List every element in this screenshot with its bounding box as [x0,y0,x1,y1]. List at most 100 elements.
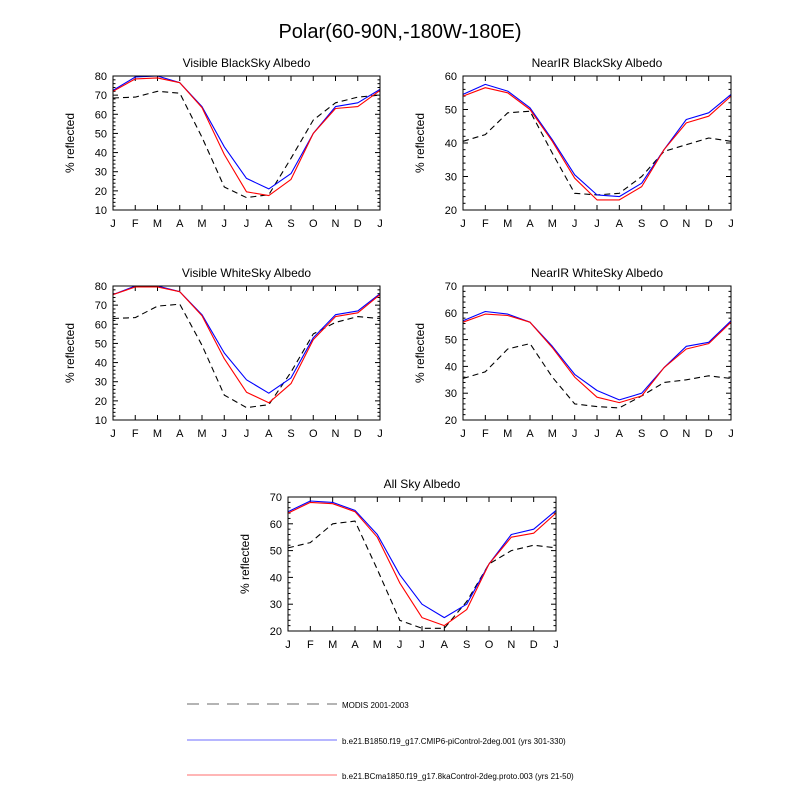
x-tick-label: O [485,639,494,651]
chart-panel-1: Visible BlackSky Albedo % reflected J F M A M J… [63,56,383,230]
y-tick-label: 50 [95,338,107,350]
series-line-modis [462,343,732,409]
x-tick-label: D [354,218,362,230]
chart-title: Visible BlackSky Albedo [183,56,311,70]
x-tick-label: F [132,218,139,230]
plot-frame [287,496,557,632]
chart-panel-3: Visible WhiteSky Albedo % reflected J F M A M J… [63,266,383,440]
x-tick-label: S [287,218,294,230]
x-tick-label: O [309,218,318,230]
chart-title: NearIR WhiteSky Albedo [531,266,663,280]
y-tick-label: 40 [95,148,107,160]
x-tick-label: N [682,428,690,440]
x-tick-label: J [572,428,578,440]
x-tick-label: J [110,218,116,230]
x-tick-label: F [132,428,139,440]
x-tick-label: A [351,639,359,651]
x-tick-label: J [419,639,425,651]
x-tick-label: J [377,218,383,230]
y-tick-label: 50 [445,105,457,117]
series-line-blue [462,310,732,401]
x-tick-label: M [197,428,206,440]
y-tick-label: 30 [445,388,457,400]
series-line-blue [462,83,732,198]
y-tick-label: 70 [95,90,107,102]
y-axis-label: % reflected [413,113,427,173]
x-tick-label: M [153,218,162,230]
y-tick-label: 10 [95,205,107,217]
y-tick-label: 60 [270,519,282,531]
y-tick-label: 70 [95,300,107,312]
x-tick-label: J [222,428,228,440]
chart-title: All Sky Albedo [384,477,461,491]
series-line-red [462,313,732,404]
x-tick-label: A [176,428,184,440]
x-tick-label: M [503,428,512,440]
x-tick-label: J [594,218,600,230]
x-tick-label: S [638,218,645,230]
series-line-blue [287,500,557,619]
x-tick-label: J [222,218,228,230]
x-tick-label: D [705,428,713,440]
x-tick-label: S [287,428,294,440]
chart-title: NearIR BlackSky Albedo [532,56,663,70]
x-tick-label: J [460,218,466,230]
y-tick-label: 10 [95,415,107,427]
y-tick-label: 60 [95,109,107,121]
x-tick-label: M [548,218,557,230]
x-tick-label: A [526,428,534,440]
y-tick-label: 60 [445,71,457,83]
x-tick-label: A [616,218,624,230]
series-line-red [112,286,381,404]
y-tick-label: 20 [445,415,457,427]
y-tick-label: 50 [445,335,457,347]
y-tick-label: 60 [445,308,457,320]
y-tick-label: 80 [95,71,107,83]
y-tick-label: 30 [270,599,282,611]
x-tick-label: M [328,639,337,651]
plot-frame [462,75,732,211]
y-tick-label: 20 [445,205,457,217]
x-tick-label: F [482,218,489,230]
x-tick-label: F [307,639,314,651]
x-tick-label: J [285,639,291,651]
legend-label-modis: MODIS 2001-2003 [342,701,409,710]
x-tick-label: J [110,428,116,440]
panels: Visible BlackSky Albedo % reflected J F M A M J… [63,56,734,651]
y-tick-label: 30 [95,377,107,389]
x-tick-label: O [309,428,318,440]
x-tick-label: O [660,428,669,440]
series-line-red [112,77,381,197]
x-tick-label: N [332,218,340,230]
x-tick-label: N [507,639,515,651]
x-tick-label: J [244,428,250,440]
x-tick-label: M [153,428,162,440]
x-tick-label: J [594,428,600,440]
y-tick-label: 80 [95,281,107,293]
plot-frame [112,285,381,421]
x-tick-label: D [705,218,713,230]
series-line-red [462,87,732,201]
x-tick-label: J [377,428,383,440]
x-tick-label: N [682,218,690,230]
series-line-modis [287,520,557,629]
y-tick-label: 50 [95,128,107,140]
legend-label-red: b.e21.BCma1850.f19_g17.8kaControl-2deg.p… [342,772,574,781]
legend-label-blue: b.e21.B1850.f19_g17.CMIP6-piControl-2deg… [342,737,566,746]
x-tick-label: M [548,428,557,440]
x-tick-label: A [265,428,273,440]
x-tick-label: A [441,639,449,651]
x-tick-label: D [354,428,362,440]
x-tick-label: J [728,428,734,440]
y-tick-label: 70 [445,281,457,293]
y-tick-label: 60 [95,319,107,331]
y-axis-label: % reflected [63,113,77,173]
y-tick-label: 40 [445,361,457,373]
x-tick-label: O [660,218,669,230]
x-tick-label: J [460,428,466,440]
y-tick-label: 40 [270,572,282,584]
x-tick-label: M [197,218,206,230]
x-tick-label: F [482,428,489,440]
